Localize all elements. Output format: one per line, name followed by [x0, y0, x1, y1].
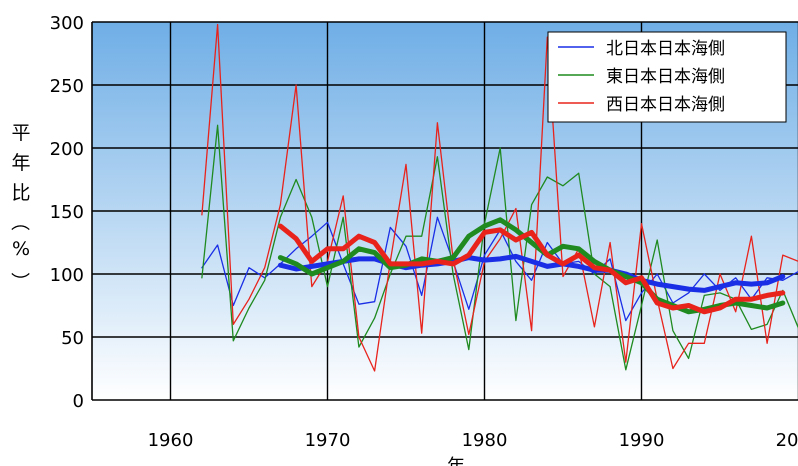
y-tick-label: 50: [61, 328, 84, 349]
y-axis-title-char: 平: [11, 122, 31, 144]
x-tick-label: 1970: [305, 430, 351, 451]
y-axis-title-char: （: [8, 211, 31, 231]
series-layer: [201, 23, 798, 372]
x-tick-label: 1980: [462, 430, 508, 451]
y-axis-title-char: 年: [11, 152, 31, 174]
y-tick-label: 100: [50, 265, 84, 286]
moving-average-line: [277, 223, 786, 315]
ticks: 0 50 100 150 200 250 300 1960 1970 1980 1990 2000: [50, 13, 798, 451]
y-tick-label: 0: [73, 391, 84, 412]
grid: [91, 21, 798, 401]
moving-average-line: [277, 253, 786, 293]
y-tick-label: 200: [50, 139, 84, 160]
series-line: [201, 124, 798, 371]
x-tick-label: 1990: [619, 430, 665, 451]
legend-label: 西日本日本海側: [606, 95, 725, 115]
y-axis-title-char: ）: [8, 271, 31, 291]
series-line: [201, 23, 798, 372]
y-tick-label: 300: [50, 13, 84, 34]
x-tick-label: 1960: [148, 430, 194, 451]
legend-label: 北日本日本海側: [606, 39, 725, 59]
x-tick-label: 2000: [776, 430, 798, 451]
y-tick-label: 250: [50, 76, 84, 97]
y-axis-title-char: 比: [11, 182, 31, 204]
y-axis-title-char: %: [11, 238, 31, 260]
y-tick-label: 150: [50, 202, 84, 223]
x-axis-title: 年: [447, 456, 465, 466]
legend-label: 東日本日本海側: [606, 67, 725, 87]
